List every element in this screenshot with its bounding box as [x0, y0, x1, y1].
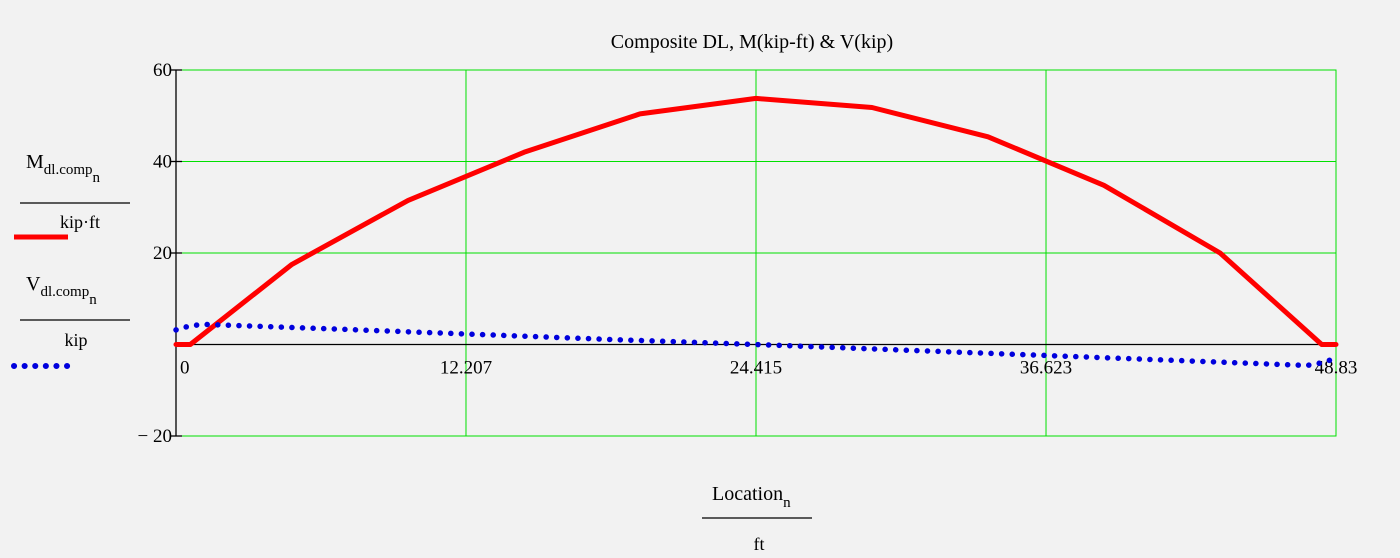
- x-axis-unit: ft: [754, 534, 765, 554]
- x-tick-labels: 0 12.207 24.415 36.623 48.83: [180, 358, 1357, 379]
- y-tick-label: 20: [153, 243, 172, 264]
- y-tick-label: 60: [153, 60, 172, 81]
- legend: Mdl.compn kip·ft Vdl.compn kip: [11, 151, 130, 369]
- legend-v-unit: kip: [64, 330, 87, 350]
- grid: [175, 69, 1337, 437]
- x-tick-label: 24.415: [730, 358, 782, 379]
- series-lines: [173, 95, 1339, 369]
- legend-m-label: Mdl.compn: [26, 151, 101, 186]
- x-tick-label: 36.623: [1020, 358, 1072, 379]
- legend-m-unit: kip·ft: [60, 212, 100, 232]
- x-tick-label: 48.83: [1315, 358, 1358, 379]
- y-tick-label: 40: [153, 152, 172, 173]
- x-tick-label: 0: [180, 358, 190, 379]
- legend-v-label: Vdl.compn: [26, 273, 97, 308]
- series-v-line: [173, 321, 1339, 369]
- x-axis-label: Locationn ft: [702, 483, 812, 554]
- x-tick-label: 12.207: [440, 358, 492, 379]
- chart-title: Composite DL, M(kip-ft) & V(kip): [611, 31, 893, 53]
- y-tick-labels: 60 40 20 − 20: [138, 60, 172, 447]
- y-tick-label: − 20: [138, 426, 172, 447]
- x-axis-label-main: Locationn: [712, 483, 791, 511]
- series-m-line: [173, 95, 1339, 347]
